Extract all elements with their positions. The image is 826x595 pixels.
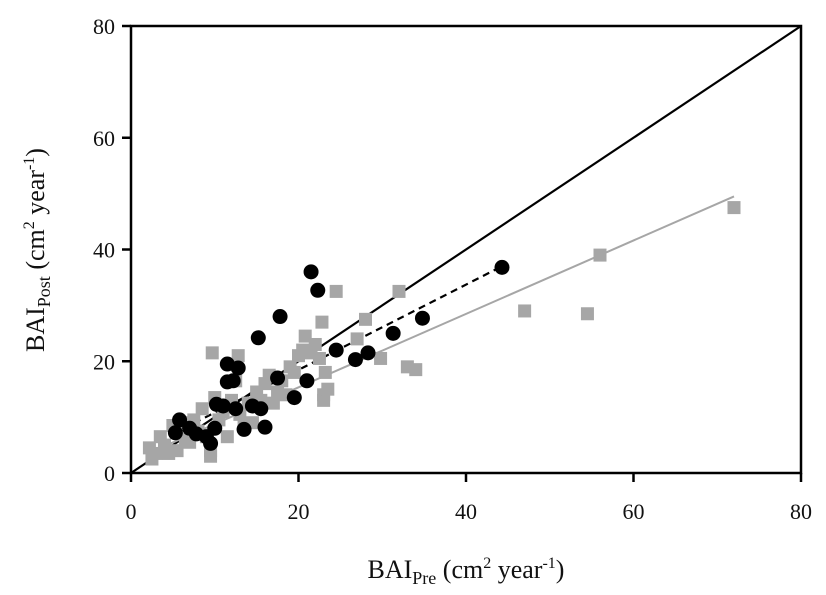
circle-point <box>347 352 363 368</box>
x-axis-ticks: 0 20 40 60 80 <box>126 473 812 524</box>
square-point <box>321 382 335 396</box>
circle-point <box>299 373 315 389</box>
square-point <box>195 402 209 416</box>
circle-point <box>250 330 266 346</box>
plot-area <box>130 25 802 474</box>
square-point <box>359 312 372 326</box>
circle-point <box>230 360 246 376</box>
circle-point <box>270 370 286 386</box>
circle-point <box>225 373 241 389</box>
square-point <box>329 284 343 298</box>
square-point <box>409 363 423 377</box>
square-point <box>580 307 594 321</box>
x-tick-label: 20 <box>288 499 310 524</box>
y-tick-label: 60 <box>93 126 115 151</box>
circle-point <box>494 259 510 275</box>
x-tick-label: 80 <box>790 499 812 524</box>
square-point <box>205 346 219 360</box>
square-point <box>518 304 532 318</box>
circle-point <box>303 264 319 280</box>
circle-point <box>286 390 302 406</box>
circle-point <box>385 325 401 341</box>
circle-point <box>167 425 183 441</box>
y-tick-label: 40 <box>93 238 115 263</box>
square-point <box>308 337 322 351</box>
y-axis-ticks: 0 20 40 60 80 <box>93 14 131 486</box>
x-tick-label: 40 <box>455 499 477 524</box>
square-point <box>266 396 280 410</box>
x-axis-title: BAIPre (cm2 year-1) <box>368 555 565 588</box>
circle-point <box>207 420 223 436</box>
x-tick-label: 60 <box>623 499 645 524</box>
square-point <box>392 284 406 298</box>
y-tick-label: 80 <box>93 14 115 39</box>
square-point <box>312 351 326 365</box>
square-point <box>231 349 245 363</box>
circle-point <box>414 310 430 326</box>
square-point <box>298 329 312 343</box>
square-point <box>287 365 301 379</box>
x-tick-label: 0 <box>126 499 137 524</box>
square-point <box>374 351 388 365</box>
square-point <box>204 449 218 463</box>
square-point <box>220 430 234 444</box>
square-point <box>727 201 741 215</box>
circle-point <box>360 345 376 361</box>
circle-point <box>228 401 244 417</box>
square-point <box>593 248 607 262</box>
circle-point <box>215 398 231 414</box>
circle-point <box>172 412 188 428</box>
square-point <box>315 315 329 329</box>
circle-point <box>310 282 326 298</box>
square-point <box>350 332 364 346</box>
y-axis-title: BAIPost (cm2 year-1) <box>21 148 54 352</box>
y-tick-label: 0 <box>104 461 115 486</box>
circle-point <box>236 421 252 437</box>
square-point <box>318 365 332 379</box>
circle-point <box>328 342 344 358</box>
square-point <box>170 444 184 458</box>
circle-point <box>257 419 273 435</box>
circle-point <box>203 435 219 451</box>
points-layer <box>142 201 741 466</box>
circle-point <box>253 401 269 417</box>
circle-point <box>272 309 288 325</box>
square-point <box>317 393 331 407</box>
y-tick-label: 20 <box>93 349 115 374</box>
